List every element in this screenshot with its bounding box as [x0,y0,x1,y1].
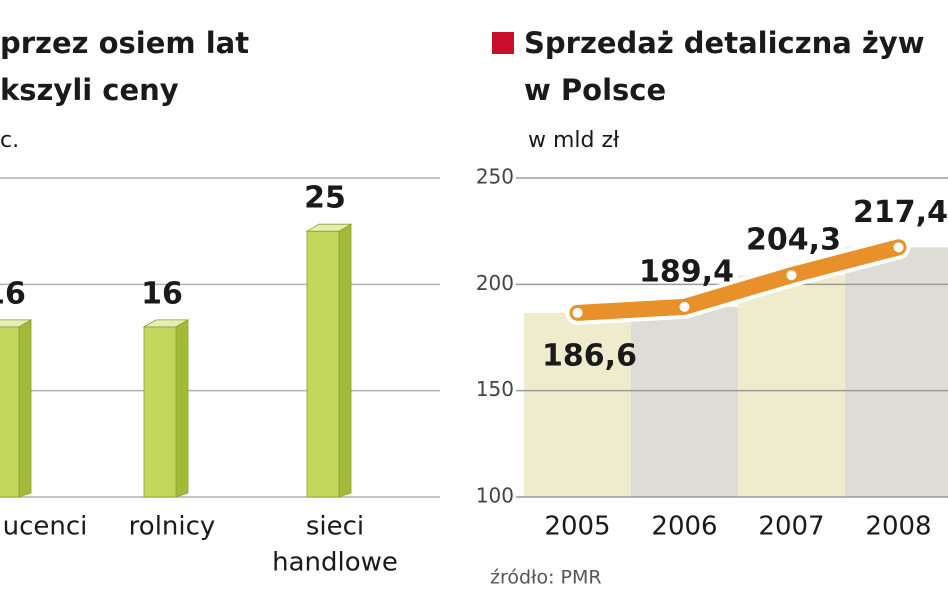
background-bar [524,312,631,497]
y-tick-label: 100 [476,484,514,508]
value-label: 186,6 [542,338,637,373]
value-label: 189,4 [639,254,734,289]
value-label: 16 [0,276,26,311]
x-tick-label: 2008 [865,512,931,542]
line [569,239,907,321]
background-bar [631,306,738,497]
x-tick-label: rolnicy [129,512,216,542]
bar-top [142,319,190,328]
value-label: 25 [304,181,346,216]
x-tick-label: sieci [306,512,364,542]
x-tick-label: ucenci [3,512,88,542]
value-label: 204,3 [746,223,841,258]
legend-swatch [492,32,514,54]
left-subtitle: c. [0,128,19,153]
point [786,270,797,281]
y-tick-label: 250 [476,165,514,189]
y-tick-label: 200 [476,271,514,295]
left-title: przez osiem lat [0,26,249,60]
bar-side [338,223,352,498]
bar [0,319,33,498]
x-tick-label: handlowe [272,548,398,578]
value-label: 16 [141,276,183,311]
bar-front [143,326,177,498]
bar-front [0,326,20,498]
y-tick-label: 150 [476,377,514,401]
right-title: Sprzedaż detaliczna żyw [524,26,925,60]
background-bar [845,247,948,497]
bar-front [306,230,340,498]
x-tick-label: 2006 [651,512,717,542]
value-label: 217,4 [853,195,948,230]
right-title: w Polsce [524,73,666,107]
bar-top [0,319,33,328]
point [893,242,904,253]
source: źródło: PMR [490,567,602,589]
left-title: kszyli ceny [0,73,179,107]
point [572,307,583,318]
point [679,301,690,312]
x-tick-label: 2007 [758,512,824,542]
bar [305,223,353,498]
bar-side [175,319,189,498]
bar-top [305,223,353,232]
right-subtitle: w mld zł [528,128,620,153]
background-bar [738,275,845,497]
x-tick-label: 2005 [544,512,610,542]
bar-side [18,319,32,498]
bar [142,319,190,498]
